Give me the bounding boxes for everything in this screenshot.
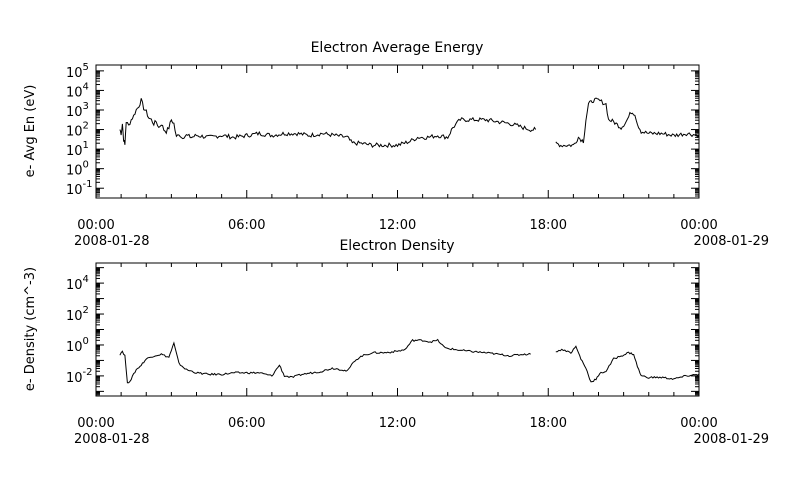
density-y-tick-label: 100 — [66, 336, 89, 355]
density-y-tick-exponent: 2 — [83, 305, 89, 316]
density-y-tick-exponent: 0 — [83, 336, 89, 347]
energy-x-tick-date: 2008-01-28 — [74, 234, 150, 249]
energy-y-tick-exponent: -1 — [83, 179, 93, 190]
energy-x-tick-label: 18:00 — [530, 218, 567, 233]
energy-x-tick-label: 00:00 — [680, 218, 717, 233]
energy-y-tick-label: 101 — [66, 140, 89, 159]
energy-y-tick-exponent: 0 — [83, 160, 89, 171]
density-y-tick-label: 10-2 — [66, 367, 93, 386]
density-x-tick-date: 2008-01-28 — [74, 432, 150, 447]
energy-y-tick-label: 10-1 — [66, 179, 93, 198]
density-y-tick-exponent: -2 — [83, 367, 93, 378]
energy-y-tick-label: 105 — [66, 62, 89, 81]
energy-chart-title: Electron Average Energy — [311, 40, 484, 56]
density-y-ticks: 10-2 100 102 104 — [66, 267, 699, 396]
density-x-tick-label: 00:00 — [680, 416, 717, 431]
density-x-tick-label: 00:00 — [77, 416, 114, 431]
energy-y-tick-label: 104 — [66, 81, 89, 100]
density-x-tick-date: 2008-01-29 — [693, 432, 769, 447]
energy-y-tick-exponent: 1 — [83, 140, 89, 151]
energy-y-tick-exponent: 2 — [83, 121, 89, 132]
density-plot-frame — [95, 262, 700, 397]
density-panel: Electron Density e- Density (cm^-3) 10-2… — [23, 238, 769, 447]
energy-panel: Electron Average Energy e- Avg En (eV) 1… — [23, 40, 769, 249]
density-chart-title: Electron Density — [339, 238, 454, 254]
energy-series — [119, 97, 700, 149]
density-series-line-1 — [555, 345, 700, 383]
energy-y-tick-label: 102 — [66, 121, 89, 140]
energy-y-tick-label: 100 — [66, 160, 89, 179]
density-y-tick-exponent: 4 — [83, 274, 89, 285]
density-y-axis-label: e- Density (cm^-3) — [23, 267, 38, 391]
energy-series-line-1 — [555, 97, 700, 148]
energy-series-line-0 — [119, 98, 537, 149]
density-series — [119, 338, 700, 384]
energy-y-tick-exponent: 4 — [83, 81, 89, 92]
energy-y-tick-label: 103 — [66, 101, 89, 120]
energy-plot-frame — [95, 64, 700, 199]
density-series-line-0 — [119, 338, 531, 384]
energy-y-axis-label: e- Avg En (eV) — [23, 85, 38, 178]
energy-x-tick-label: 06:00 — [228, 218, 265, 233]
density-y-tick-label: 102 — [66, 305, 89, 324]
density-x-tick-label: 06:00 — [228, 416, 265, 431]
density-y-tick-label: 104 — [66, 274, 89, 293]
density-x-tick-label: 12:00 — [379, 416, 416, 431]
energy-x-tick-date: 2008-01-29 — [693, 234, 769, 249]
density-x-tick-label: 18:00 — [530, 416, 567, 431]
energy-y-tick-exponent: 3 — [83, 101, 89, 112]
energy-x-tick-label: 00:00 — [77, 218, 114, 233]
energy-y-tick-exponent: 5 — [83, 62, 89, 73]
energy-x-tick-label: 12:00 — [379, 218, 416, 233]
